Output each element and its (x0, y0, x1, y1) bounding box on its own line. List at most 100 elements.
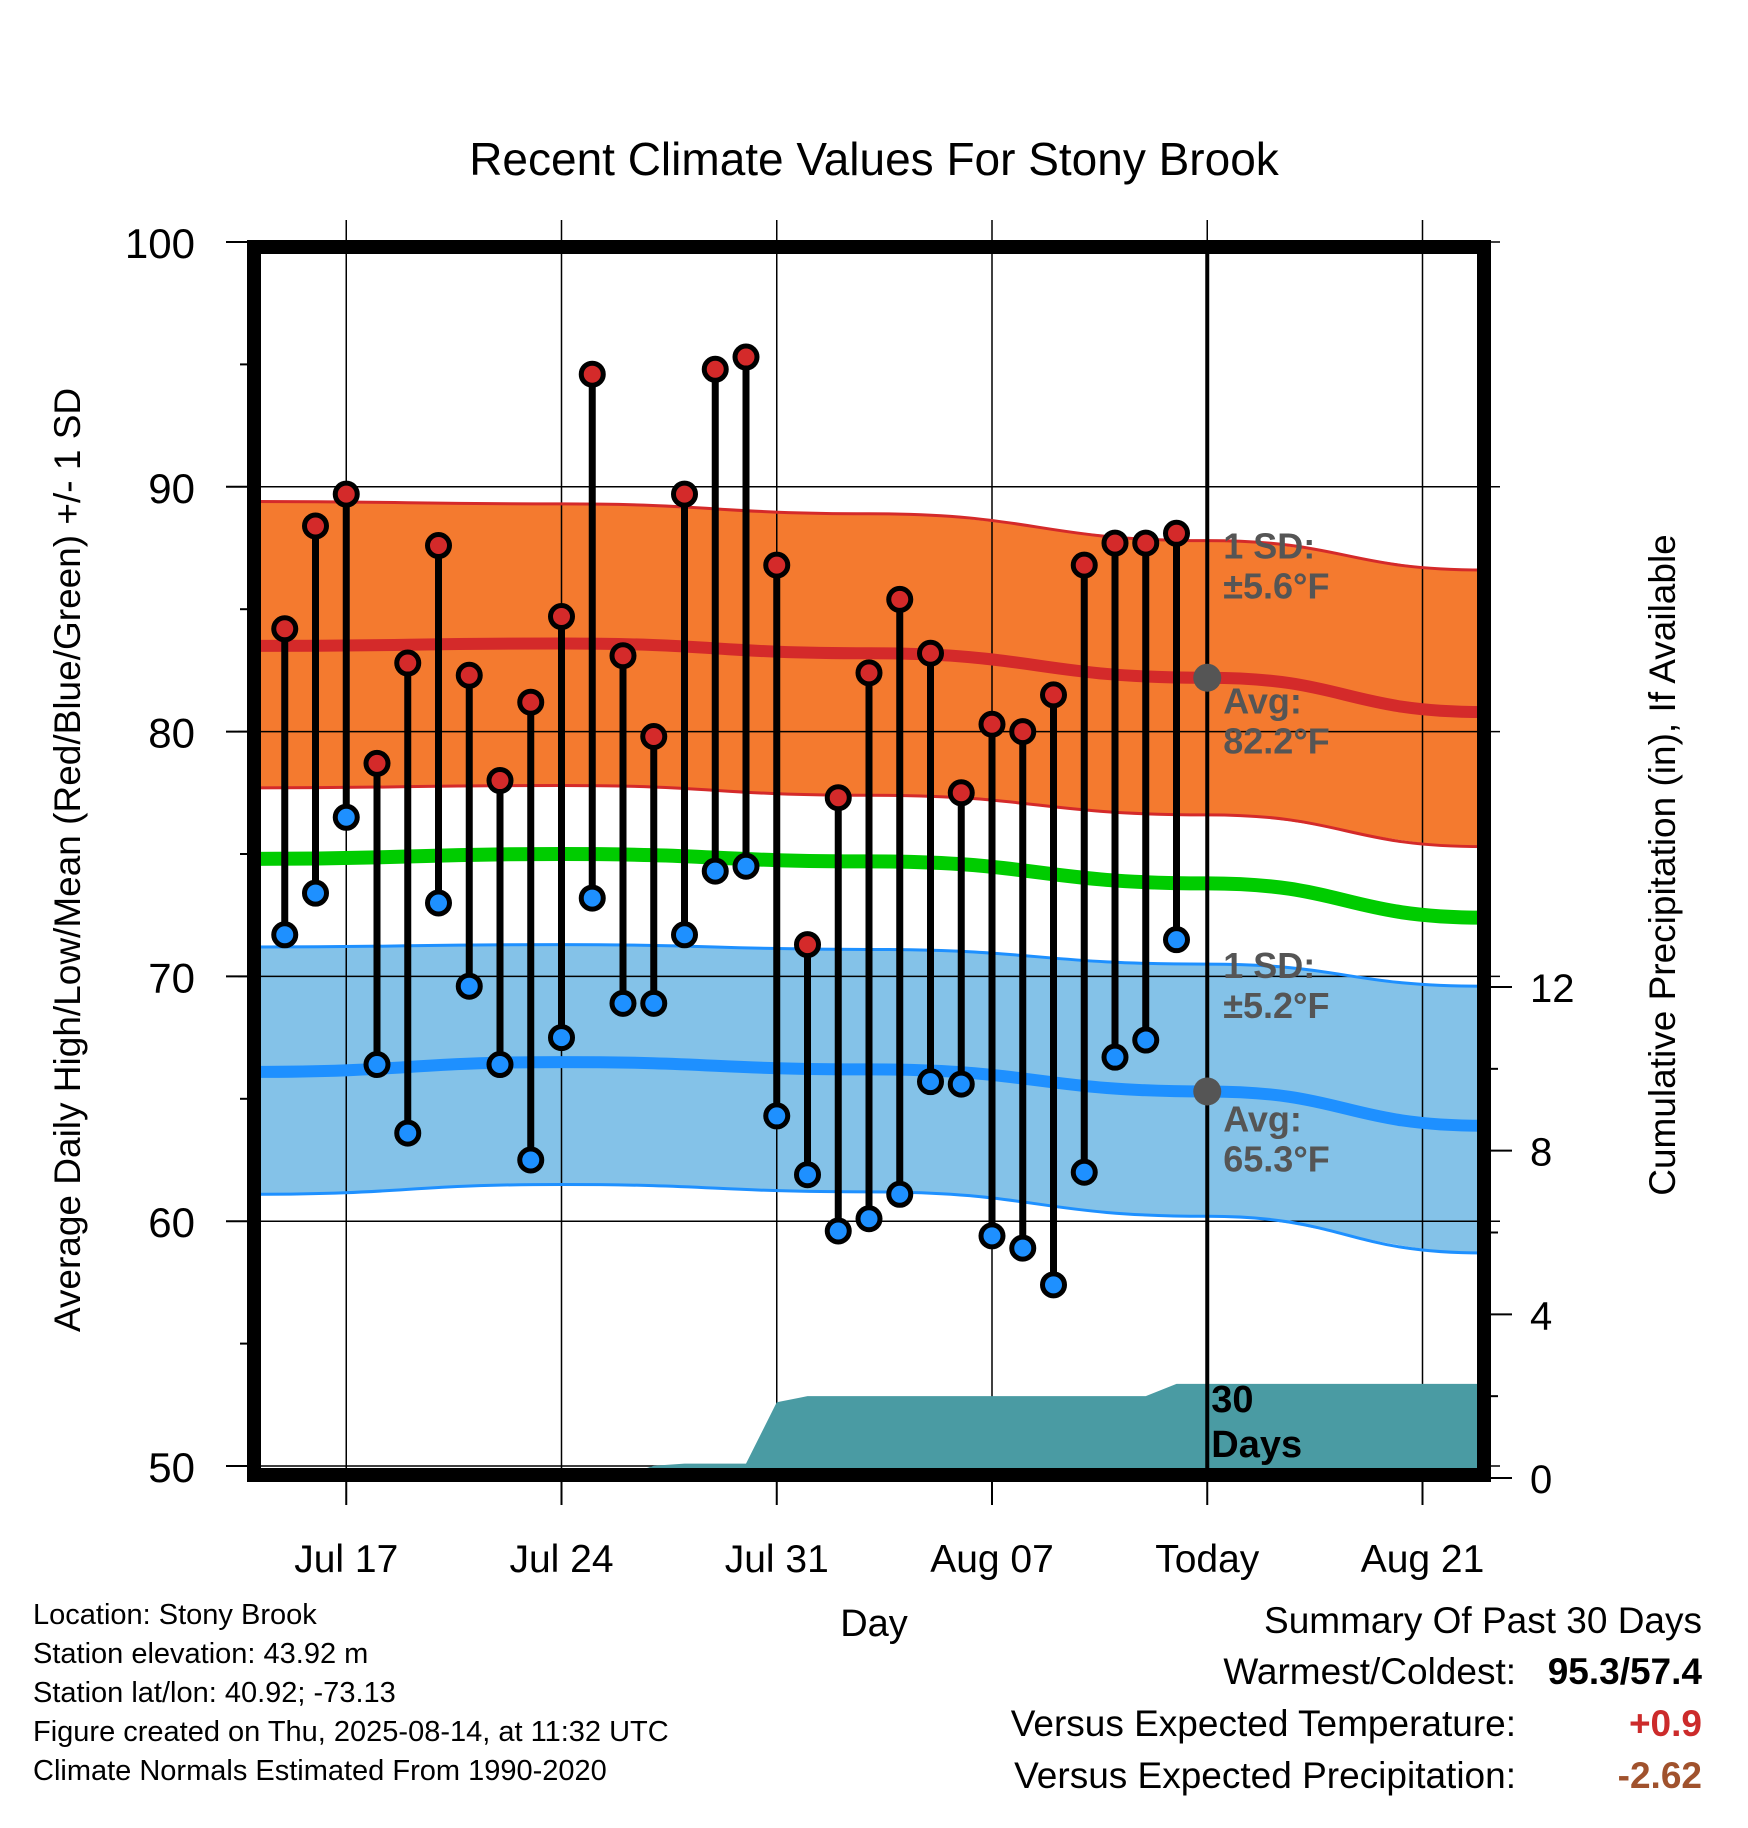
low-point (1040, 1271, 1067, 1299)
low-point (1132, 1026, 1160, 1054)
precip-row: Versus Expected Precipitation: -2.62 (1011, 1750, 1702, 1802)
high-point (609, 642, 637, 670)
low-point (1163, 926, 1190, 954)
low-point (394, 1119, 422, 1147)
y-tick-label: 80 (148, 710, 195, 757)
low-point (1070, 1158, 1098, 1186)
y2-tick-label: 12 (1530, 967, 1575, 1011)
precip-label-days-count: 30 (1211, 1379, 1253, 1421)
x-tick-label: Aug 07 (930, 1538, 1054, 1581)
high-point (1132, 529, 1160, 557)
temp-row: Versus Expected Temperature: +0.9 (1011, 1698, 1702, 1750)
x-axis-label: Day (840, 1603, 908, 1645)
high-point (947, 779, 975, 807)
plot-area (238, 220, 1500, 1478)
y2-axis-label: Cumulative Precipitation (in), If Availa… (1642, 534, 1683, 1196)
low-point (763, 1102, 791, 1130)
low-point (794, 1161, 821, 1189)
high-point (455, 661, 483, 689)
low-point (486, 1051, 514, 1079)
warm-cold-row: Warmest/Coldest: 95.3/57.4 (1011, 1646, 1702, 1698)
y2-tick-label: 4 (1530, 1294, 1552, 1338)
high-point (1009, 718, 1037, 746)
y-axis-label: Average Daily High/Low/Mean (Red/Blue/Gr… (47, 388, 88, 1332)
high-point (1163, 519, 1190, 547)
y-tick-label: 60 (148, 1199, 195, 1246)
high-point (425, 532, 452, 560)
high-point (763, 551, 791, 579)
low-point (701, 857, 729, 885)
high-point (855, 659, 883, 687)
high-sd-upper-line (253, 499, 1485, 572)
precip-area (254, 1383, 1484, 1478)
low-point (855, 1205, 883, 1233)
y2-tick-label: 0 (1530, 1458, 1552, 1502)
low-point (640, 989, 668, 1017)
x-tick-label: Jul 31 (725, 1538, 829, 1581)
summary-panel: Summary Of Past 30 Days Warmest/Coldest:… (1011, 1596, 1702, 1802)
high-point (394, 649, 422, 677)
low-avg-label: Avg: (1223, 1098, 1302, 1139)
low-point (947, 1070, 975, 1098)
high-point (732, 343, 760, 371)
low-point (425, 889, 452, 917)
high-point (486, 767, 514, 795)
high-point (517, 688, 545, 716)
low-point (332, 803, 360, 831)
precip-label-days: Days (1211, 1424, 1302, 1466)
normals-text: Climate Normals Estimated From 1990-2020 (33, 1755, 607, 1787)
high-avg-label: Avg: (1223, 681, 1302, 722)
low-point (578, 884, 606, 912)
high-point (794, 931, 821, 959)
y-tick-label: 90 (148, 465, 195, 512)
low-point (671, 921, 698, 949)
high-point (978, 710, 1006, 738)
x-tick-label: Jul 24 (509, 1538, 613, 1581)
today-low-avg-marker (1193, 1077, 1222, 1106)
high-point (1040, 681, 1067, 709)
x-tick-label: Today (1155, 1538, 1260, 1581)
x-tick-label: Jul 17 (294, 1538, 398, 1581)
high-point (1070, 551, 1098, 579)
x-tick-label: Aug 21 (1361, 1538, 1485, 1581)
high-avg-line (253, 637, 1485, 719)
high-point (548, 603, 575, 631)
low-point (455, 972, 483, 1000)
high-sd-value: ±5.6°F (1223, 566, 1329, 607)
summary-title: Summary Of Past 30 Days (1264, 1600, 1702, 1641)
high-point (1101, 529, 1129, 557)
low-point (978, 1222, 1006, 1250)
warm-cold-label: Warmest/Coldest: (1223, 1651, 1516, 1692)
created-text: Figure created on Thu, 2025-08-14, at 11… (33, 1716, 669, 1748)
low-point (732, 852, 760, 880)
low-sd-value: ±5.2°F (1223, 985, 1329, 1026)
high-point (302, 512, 329, 540)
y2-tick-label: 8 (1530, 1131, 1552, 1175)
high-point (917, 639, 944, 667)
high-point (332, 480, 360, 508)
high-avg-value: 82.2°F (1223, 721, 1329, 762)
high-point (578, 360, 606, 388)
low-sd-label: 1 SD: (1223, 945, 1315, 986)
high-point (363, 749, 391, 777)
station-info: Location: Stony Brook Station elevation:… (33, 1596, 669, 1791)
precip-label: Versus Expected Precipitation: (1014, 1755, 1516, 1796)
high-point (671, 480, 698, 508)
y-tick-label: 100 (125, 220, 195, 267)
plot-frame (247, 240, 1491, 1482)
low-point (271, 921, 299, 949)
warm-cold-value: 95.3/57.4 (1547, 1651, 1702, 1692)
low-point (917, 1068, 944, 1096)
latlon-text: Station lat/lon: 40.92; -73.13 (33, 1677, 396, 1709)
high-point (824, 784, 852, 812)
low-point (517, 1146, 545, 1174)
high-point (640, 722, 668, 750)
high-point (886, 585, 914, 613)
low-point (886, 1180, 914, 1208)
low-point (824, 1217, 852, 1245)
low-avg-value: 65.3°F (1223, 1138, 1329, 1179)
low-point (363, 1051, 391, 1079)
temp-label: Versus Expected Temperature: (1010, 1703, 1516, 1744)
